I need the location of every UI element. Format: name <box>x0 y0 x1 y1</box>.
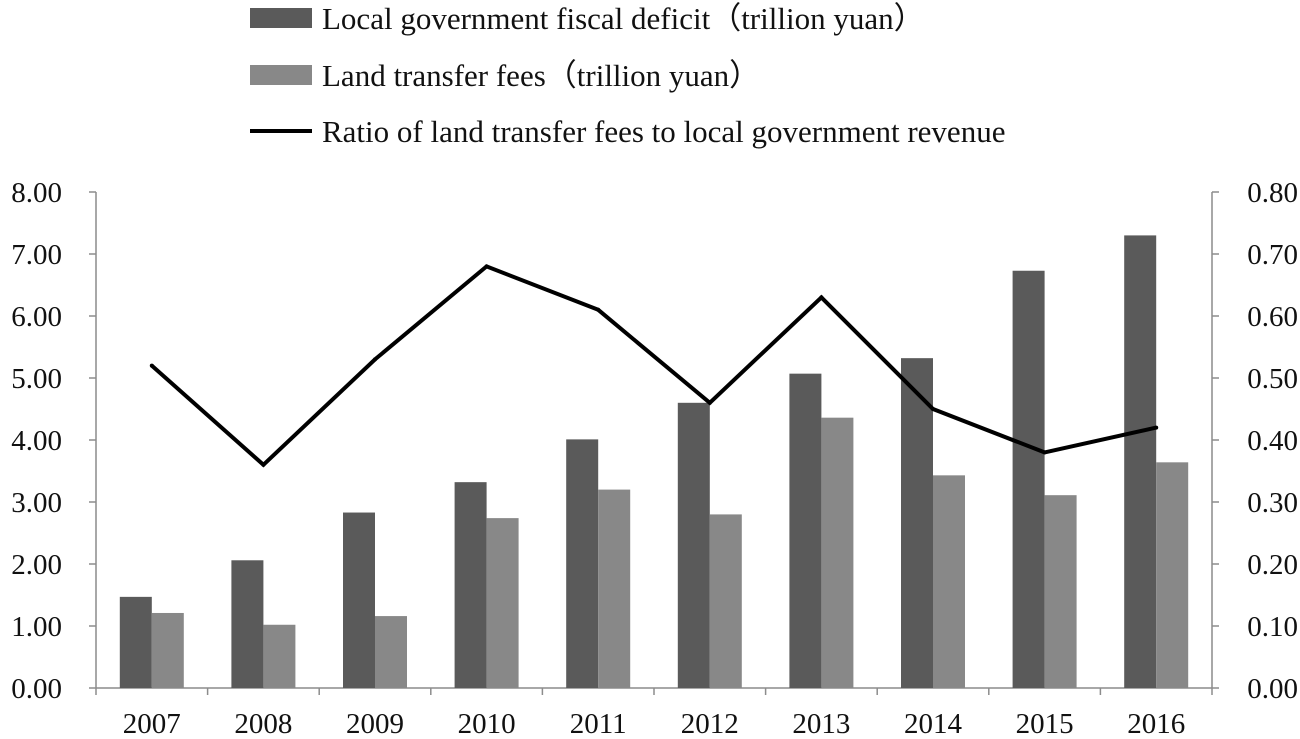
ratio-point <box>1042 450 1047 455</box>
bar-fiscal-deficit <box>231 560 264 688</box>
bar-fiscal-deficit <box>566 439 599 688</box>
bar-fiscal-deficit <box>454 482 487 688</box>
ratio-point <box>373 357 377 362</box>
ratio-point <box>596 307 601 312</box>
x-tick-label: 2007 <box>123 708 181 739</box>
y-right-tick-label: 0.30 <box>1247 487 1298 519</box>
x-tick-label: 2008 <box>234 708 292 739</box>
ratio-point <box>484 264 489 269</box>
bars <box>119 235 1189 688</box>
legend-label-land-fees: Land transfer fees（trillion yuan） <box>322 58 760 93</box>
bar-fiscal-deficit <box>901 358 933 688</box>
x-tick-label: 2012 <box>681 708 739 739</box>
x-tick-label: 2009 <box>346 708 404 739</box>
y-left-tick-label: 7.00 <box>11 239 62 271</box>
x-tick-label: 2016 <box>1127 708 1185 739</box>
bar-fiscal-deficit <box>1124 235 1157 688</box>
y-left-tick-label: 3.00 <box>11 487 62 519</box>
y-left-tick-label: 1.00 <box>11 611 62 643</box>
bar-land-transfer-fees <box>151 612 184 688</box>
bar-fiscal-deficit <box>677 402 710 688</box>
ratio-point <box>261 462 266 467</box>
x-tick-label: 2013 <box>792 708 850 739</box>
legend: Local government fiscal deficit（trillion… <box>250 1 1005 149</box>
y-right-tick-label: 0.80 <box>1247 177 1298 209</box>
bar-fiscal-deficit <box>1012 270 1045 688</box>
bar-land-transfer-fees <box>933 475 965 688</box>
x-tick-label: 2015 <box>1016 708 1074 739</box>
y-left-tick-label: 2.00 <box>11 549 62 581</box>
tick-labels: 0.00 1.00 2.00 3.00 4.00 5.00 6.00 7.00 8.00 0.00… <box>11 177 1298 739</box>
y-left-tick-label: 6.00 <box>11 301 62 333</box>
legend-swatch-deficit <box>250 8 312 28</box>
ratio-point <box>819 295 824 300</box>
y-left-tick-label: 5.00 <box>11 363 62 395</box>
ratio-point <box>707 400 712 405</box>
bar-land-transfer-fees <box>598 489 631 688</box>
legend-label-ratio: Ratio of land transfer fees to local gov… <box>322 114 1005 149</box>
y-left-tick-label: 8.00 <box>11 177 62 209</box>
ratio-line-layer <box>149 264 1159 468</box>
y-right-tick-label: 0.00 <box>1247 673 1298 705</box>
bar-fiscal-deficit <box>789 373 822 688</box>
ratio-line <box>150 264 1157 468</box>
y-left-tick-label: 0.00 <box>11 673 62 705</box>
ratio-point <box>149 363 154 368</box>
bar-fiscal-deficit <box>343 512 375 688</box>
ratio-point <box>931 407 935 411</box>
bar-land-transfer-fees <box>486 518 519 688</box>
bar-land-transfer-fees <box>1044 495 1077 688</box>
y-right-tick-label: 0.40 <box>1247 425 1298 457</box>
bar-land-transfer-fees <box>263 624 296 688</box>
x-tick-label: 2014 <box>904 708 963 739</box>
legend-swatch-land-fees <box>250 65 312 85</box>
x-tick-label: 2011 <box>570 708 627 739</box>
bar-land-transfer-fees <box>709 514 742 688</box>
x-tick-label: 2010 <box>458 708 516 739</box>
legend-label-deficit: Local government fiscal deficit（trillion… <box>322 1 925 36</box>
y-left-tick-label: 4.00 <box>11 425 62 457</box>
bar-fiscal-deficit <box>119 596 152 688</box>
y-right-tick-label: 0.20 <box>1247 549 1298 581</box>
bar-land-transfer-fees <box>375 616 407 688</box>
y-right-tick-label: 0.10 <box>1247 611 1298 643</box>
y-right-tick-label: 0.70 <box>1247 239 1298 271</box>
y-right-tick-label: 0.60 <box>1247 301 1298 333</box>
bar-land-transfer-fees <box>1156 462 1189 688</box>
ratio-point <box>1154 425 1159 430</box>
bar-land-transfer-fees <box>821 417 854 688</box>
y-right-tick-label: 0.50 <box>1247 363 1298 395</box>
